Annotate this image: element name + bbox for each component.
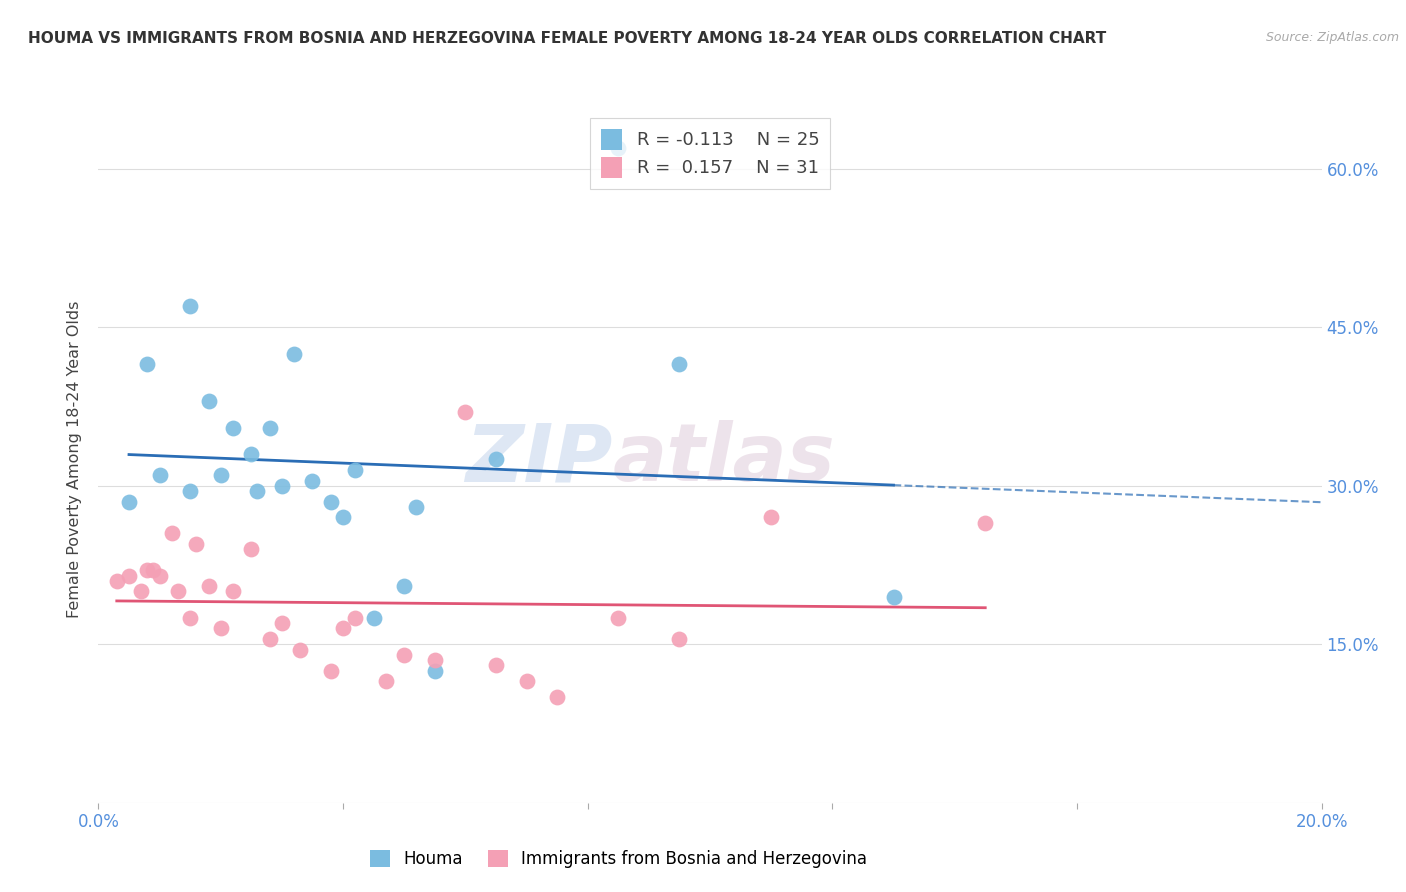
Point [270,616,292,631]
Point [301,474,323,488]
Point [209,468,232,483]
Point [290,642,312,657]
Point [405,500,427,514]
Point [197,394,219,409]
Point [136,357,159,371]
Point [209,622,232,636]
Point [344,463,367,477]
Point [179,611,201,625]
Point [142,563,165,577]
Point [222,584,245,599]
Point [259,632,281,646]
Point [883,590,905,604]
Point [259,420,281,434]
Legend: Houma, Immigrants from Bosnia and Herzegovina: Houma, Immigrants from Bosnia and Herzeg… [363,843,875,875]
Point [160,526,183,541]
Point [454,405,477,419]
Point [118,494,141,508]
Point [485,658,508,673]
Point [186,537,208,551]
Point [105,574,128,588]
Point [222,420,245,434]
Point [668,632,690,646]
Point [759,510,782,524]
Point [149,468,172,483]
Point [332,622,354,636]
Point [179,299,201,313]
Point [974,516,997,530]
Point [344,611,367,625]
Point [179,484,201,499]
Point [374,674,396,689]
Point [516,674,538,689]
Point [392,648,416,662]
Point [485,452,508,467]
Point [546,690,568,705]
Point [607,141,630,155]
Text: Source: ZipAtlas.com: Source: ZipAtlas.com [1265,31,1399,45]
Point [270,479,292,493]
Text: atlas: atlas [612,420,835,499]
Text: ZIP: ZIP [465,420,612,499]
Point [129,584,152,599]
Point [319,494,342,508]
Point [607,611,630,625]
Point [423,664,446,678]
Point [197,579,219,593]
Point [319,664,342,678]
Point [240,447,263,461]
Point [423,653,446,667]
Point [246,484,269,499]
Point [136,563,159,577]
Point [392,579,416,593]
Point [167,584,190,599]
Text: HOUMA VS IMMIGRANTS FROM BOSNIA AND HERZEGOVINA FEMALE POVERTY AMONG 18-24 YEAR : HOUMA VS IMMIGRANTS FROM BOSNIA AND HERZ… [28,31,1107,46]
Point [118,568,141,582]
Point [283,347,305,361]
Point [363,611,385,625]
Point [332,510,354,524]
Point [240,542,263,557]
Legend: R = -0.113    N = 25, R =  0.157    N = 31: R = -0.113 N = 25, R = 0.157 N = 31 [589,118,831,189]
Point [668,357,690,371]
Y-axis label: Female Poverty Among 18-24 Year Olds: Female Poverty Among 18-24 Year Olds [67,301,83,618]
Point [149,568,172,582]
